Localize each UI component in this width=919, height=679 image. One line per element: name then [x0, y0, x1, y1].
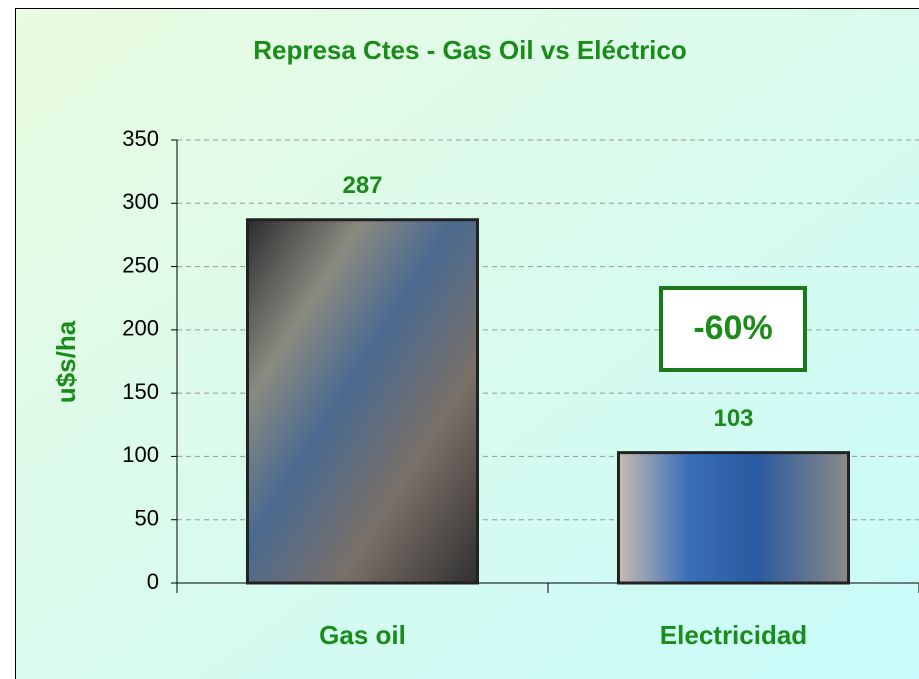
chart-title: Represa Ctes - Gas Oil vs Eléctrico [253, 35, 687, 65]
annotation: -60% [693, 309, 772, 347]
y-tick-label: 0 [147, 569, 159, 594]
y-tick-label: 100 [122, 442, 159, 467]
value-label: 287 [342, 172, 382, 199]
y-tick-label: 200 [122, 316, 159, 341]
bar [616, 451, 851, 585]
plot-area: 0 50 100 150 200 250 300 350 Gas oil 287 Electrici… [122, 126, 919, 650]
bar [245, 218, 480, 585]
x-tick-label: Gas oil [319, 620, 406, 650]
y-tick-label: 300 [122, 189, 159, 214]
y-tick-label: 50 [135, 506, 159, 531]
x-tick-label: Electricidad [660, 620, 807, 650]
y-tick-label: 350 [122, 126, 159, 151]
value-label: 103 [713, 405, 753, 432]
y-tick-label: 250 [122, 252, 159, 277]
y-axis-label: u$s/ha [51, 320, 81, 403]
y-tick-label: 150 [122, 379, 159, 404]
annotation-box [659, 286, 807, 372]
